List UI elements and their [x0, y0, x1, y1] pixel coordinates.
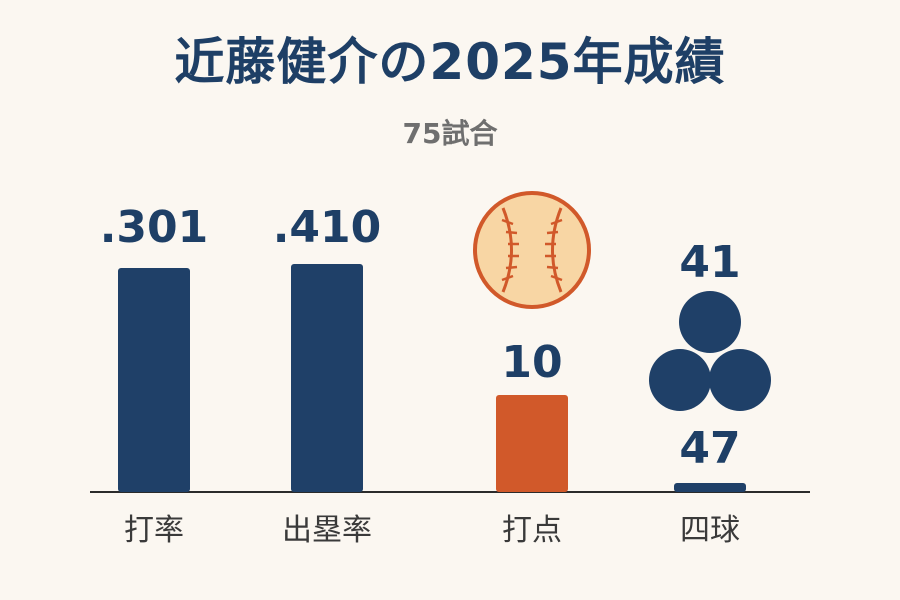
- chart-subtitle: 75試合: [402, 117, 498, 150]
- bar-on-base-percentage: [291, 264, 363, 492]
- value-label-walks-extra: 41: [679, 237, 740, 288]
- value-label-rbi: 10: [501, 337, 562, 388]
- category-label-walks: 四球: [680, 513, 740, 548]
- bar-rbi: [496, 395, 568, 492]
- value-label-batting-average: .301: [100, 202, 209, 253]
- value-label-on-base-percentage: .410: [273, 202, 382, 253]
- category-label-on-base-percentage: 出塁率: [282, 513, 372, 548]
- bar-walks: [674, 483, 746, 492]
- value-label-walks: 47: [679, 423, 740, 474]
- three-balls-icon: [649, 291, 771, 411]
- bar-batting-average: [118, 268, 190, 492]
- baseball-icon: [473, 191, 591, 309]
- category-label-rbi: 打点: [502, 513, 562, 548]
- chart-title: 近藤健介の2025年成績: [174, 33, 726, 91]
- category-label-batting-average: 打率: [124, 513, 184, 548]
